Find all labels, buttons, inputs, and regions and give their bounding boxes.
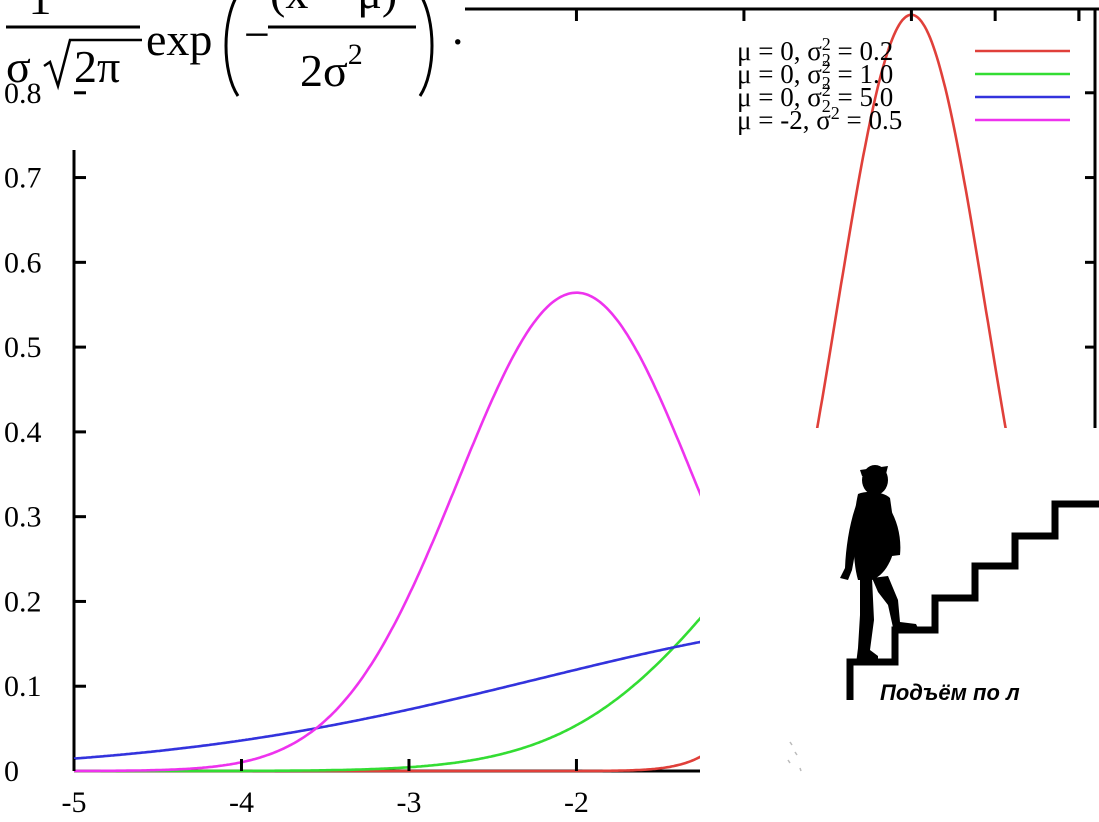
illustration-caption: Подъём по л — [880, 680, 1020, 705]
stairs-icon — [846, 500, 1099, 700]
formula-numerator: 1 — [29, 0, 52, 24]
climbing-boy-icon — [840, 465, 920, 664]
y-tick-label: 0.3 — [4, 501, 42, 534]
y-tick-label: 0.2 — [4, 585, 42, 618]
legend-label-2: μ = 0, σ2 2 = 1.0 — [737, 57, 893, 93]
formula-denominator-sigma: σ — [6, 41, 31, 92]
x-tick-label: -5 — [62, 786, 87, 819]
legend: μ = 0, σ2 2 = 0.2μ = 0, σ2 2 = 1.0μ = 0, σ… — [737, 34, 1070, 135]
y-tick-label: 0.5 — [4, 331, 42, 364]
y-tick-label: 0.6 — [4, 246, 42, 279]
scan-specks — [787, 741, 802, 772]
y-tick-label: 0.4 — [4, 416, 42, 449]
x-tick-label: -3 — [396, 786, 421, 819]
x-tick-label: -2 — [564, 786, 589, 819]
formula-left-paren — [224, 0, 240, 97]
formula-sqrt-sign — [43, 38, 142, 91]
y-tick-label: 0.1 — [4, 670, 42, 703]
legend-label-4: μ = -2, σ2 = 0.5 — [737, 103, 902, 135]
y-tick-label: 0 — [4, 755, 19, 788]
formula-frac-numerator: (x − μ)2 — [270, 0, 412, 18]
x-tick-label: -4 — [229, 786, 254, 819]
formula-frac-denominator: 2σ2 — [300, 38, 363, 96]
formula-minus: − — [244, 9, 270, 60]
legend-label-3: μ = 0, σ2 2 = 5.0 — [737, 80, 893, 116]
y-tick-label: 0.7 — [4, 162, 42, 195]
legend-label-1: μ = 0, σ2 2 = 0.2 — [737, 34, 893, 70]
y-tick-label: 0.8 — [4, 77, 42, 110]
formula-right-paren — [418, 0, 434, 97]
axis-ticks — [72, 9, 1095, 771]
stairs-illustration: Подъём по л — [787, 465, 1099, 772]
formula-exp: exp — [146, 14, 212, 65]
formula-period: . — [452, 3, 464, 54]
y-tick-labels: 0 0.1 0.2 0.3 0.4 0.5 0.6 0.7 0.8 — [4, 77, 42, 788]
formula-denominator-root: 2π — [74, 41, 120, 92]
density-formula: 1 σ 2π exp − (x − μ)2 2σ2 . — [6, 0, 464, 97]
